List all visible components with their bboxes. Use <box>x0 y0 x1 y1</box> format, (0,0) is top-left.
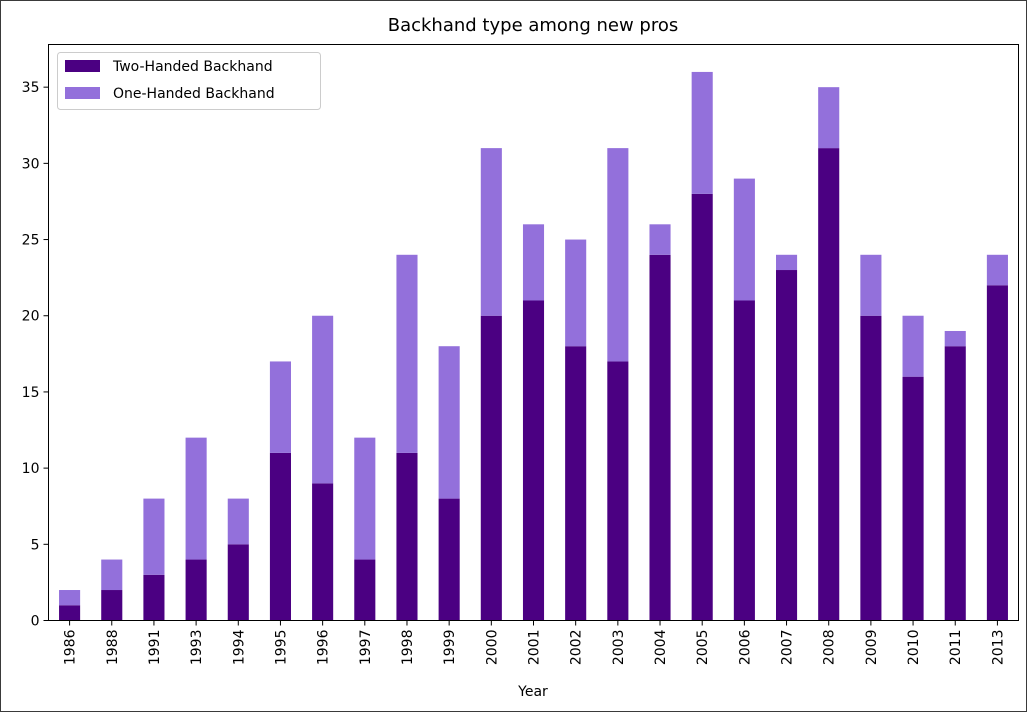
x-tick-label: 1999 <box>442 630 458 666</box>
x-axis: 1986 1988 1991 1993 1994 1995 1996 1997 1998 1999… <box>63 620 1006 666</box>
bar-two-handed-1991 <box>143 574 165 621</box>
x-tick-label: 2000 <box>484 630 500 666</box>
bar-two-handed-1988 <box>101 590 123 621</box>
x-tick-label: 2010 <box>906 630 922 666</box>
y-tick-label: 35 <box>22 80 40 96</box>
bar-one-handed-2008 <box>818 87 840 149</box>
bar-one-handed-2002 <box>565 239 587 347</box>
bar-one-handed-2013 <box>986 254 1008 286</box>
y-tick-label: 15 <box>22 385 40 401</box>
legend-swatch-two-handed <box>65 60 100 72</box>
bar-two-handed-1998 <box>396 452 418 621</box>
bar-one-handed-1995 <box>269 361 291 453</box>
bar-two-handed-1994 <box>227 544 249 621</box>
bar-one-handed-1986 <box>59 590 81 606</box>
x-tick-label: 2002 <box>569 630 585 666</box>
x-tick-label: 1991 <box>147 630 163 666</box>
bar-one-handed-2006 <box>733 178 755 301</box>
bar-two-handed-2002 <box>565 346 587 621</box>
x-axis-label: Year <box>517 684 548 700</box>
x-tick-label: 2001 <box>527 630 543 666</box>
bar-one-handed-2000 <box>480 148 502 316</box>
bar-one-handed-2005 <box>691 71 713 194</box>
x-tick-label: 2007 <box>780 630 796 666</box>
bar-two-handed-2010 <box>902 376 924 621</box>
x-tick-label: 1993 <box>189 630 205 666</box>
bar-one-handed-1996 <box>312 315 334 484</box>
bar-one-handed-2009 <box>860 254 882 316</box>
y-tick-label: 10 <box>22 461 40 477</box>
bar-one-handed-2011 <box>944 330 966 347</box>
bar-two-handed-1999 <box>438 498 460 621</box>
x-tick-label: 2009 <box>864 630 880 666</box>
legend-box <box>57 52 321 110</box>
bar-two-handed-2013 <box>986 285 1008 621</box>
x-tick-label: 2003 <box>611 630 627 666</box>
bar-one-handed-1988 <box>101 559 123 591</box>
bar-one-handed-1993 <box>185 437 207 560</box>
plot-area-border <box>48 44 1019 621</box>
bar-two-handed-2003 <box>607 361 629 621</box>
bar-one-handed-1991 <box>143 498 165 575</box>
legend: Two-Handed Backhand One-Handed Backhand <box>57 52 321 110</box>
x-tick-label: 1997 <box>358 630 374 666</box>
bar-two-handed-1995 <box>269 452 291 621</box>
x-tick-label: 2006 <box>737 629 753 665</box>
y-tick-label: 20 <box>22 309 40 325</box>
bar-one-handed-1994 <box>227 498 249 545</box>
bar-one-handed-1997 <box>354 437 376 560</box>
x-tick-label: 1986 <box>63 629 79 665</box>
x-tick-label: 1996 <box>316 629 332 665</box>
bar-two-handed-2004 <box>649 254 671 621</box>
bar-two-handed-2011 <box>944 346 966 621</box>
bar-one-handed-2010 <box>902 315 924 377</box>
x-tick-label: 2008 <box>822 630 838 666</box>
bar-two-handed-2001 <box>522 300 545 621</box>
y-tick-label: 25 <box>22 233 40 249</box>
x-tick-label: 2011 <box>948 630 964 666</box>
bar-two-handed-1997 <box>354 559 376 621</box>
bar-one-handed-2003 <box>607 148 629 362</box>
bar-one-handed-1998 <box>396 254 418 453</box>
x-tick-label: 1998 <box>400 630 416 666</box>
bar-two-handed-2005 <box>691 193 713 621</box>
y-axis: 0 5 10 15 20 25 30 35 <box>22 80 49 630</box>
y-tick-label: 30 <box>22 156 40 172</box>
x-tick-label: 1995 <box>273 630 289 666</box>
x-tick-label: 2005 <box>695 630 711 666</box>
legend-label-one-handed: One-Handed Backhand <box>113 86 275 102</box>
bar-two-handed-2006 <box>733 300 755 621</box>
y-tick-label: 5 <box>31 537 40 553</box>
chart-title: Backhand type among new pros <box>388 15 679 36</box>
bars-group <box>59 71 1008 621</box>
bar-two-handed-2009 <box>860 315 882 621</box>
y-tick-label: 0 <box>31 614 40 630</box>
bar-two-handed-2000 <box>480 315 502 621</box>
x-tick-label: 1994 <box>231 629 247 665</box>
bar-two-handed-1986 <box>59 605 81 621</box>
x-tick-label: 2013 <box>990 630 1006 666</box>
bar-one-handed-2004 <box>649 224 671 255</box>
x-tick-label: 1988 <box>105 630 121 666</box>
bar-two-handed-1996 <box>312 483 334 621</box>
bar-two-handed-2007 <box>776 270 798 621</box>
bar-one-handed-2007 <box>776 254 798 271</box>
legend-swatch-one-handed <box>65 87 100 99</box>
x-tick-label: 2004 <box>653 629 669 665</box>
legend-label-two-handed: Two-Handed Backhand <box>112 59 273 75</box>
bar-one-handed-1999 <box>438 346 460 499</box>
bar-two-handed-1993 <box>185 559 207 621</box>
bar-two-handed-2008 <box>818 148 840 621</box>
bar-one-handed-2001 <box>522 224 545 301</box>
